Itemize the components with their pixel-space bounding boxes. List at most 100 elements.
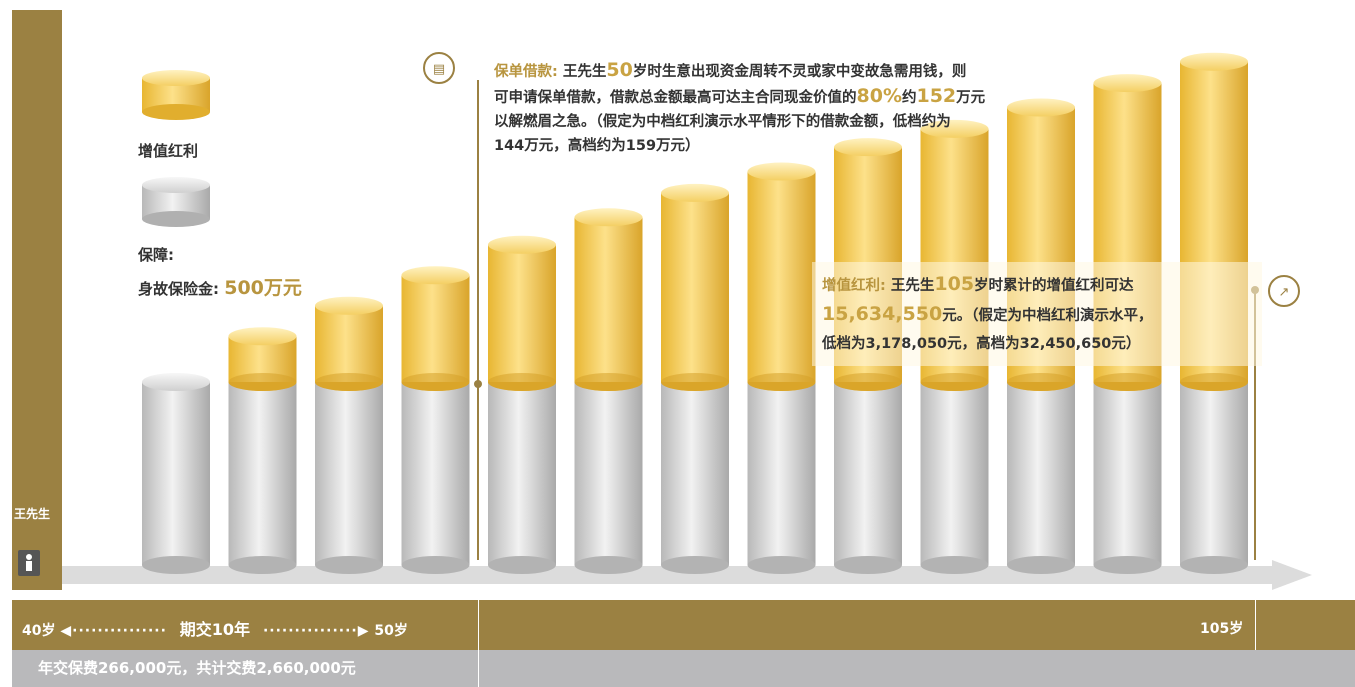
person-name: 王先生	[14, 507, 51, 521]
bonus-bar-joint	[1093, 373, 1162, 391]
bonus-bar-top	[488, 235, 556, 254]
bonus-note-sep: :	[880, 278, 886, 294]
bonus-bar-top	[315, 296, 383, 315]
protection-bar-bottom	[142, 556, 210, 574]
bonus-bar-top	[747, 162, 816, 181]
bonus-note-line1: 增值红利: 王先生105岁时累计的增值红利可达	[822, 270, 1252, 300]
left-gold-bar	[12, 10, 62, 590]
timeline-dots-left: ◀···············	[60, 623, 167, 639]
timeline-band	[12, 600, 1355, 650]
premium-band	[12, 650, 1355, 687]
bonus-bar-top	[920, 119, 989, 138]
bonus-bar-top	[574, 208, 643, 227]
bonus-note-amount: 15,634,550	[822, 303, 943, 325]
timeline-dots-right: ···············▶	[262, 623, 370, 639]
legend-grey-cylinder	[142, 177, 210, 227]
protection-bar	[661, 382, 729, 565]
protection-bar	[142, 382, 210, 565]
bonus-bar	[747, 171, 816, 382]
protection-bar	[401, 382, 470, 565]
bonus-bar-joint	[315, 373, 383, 391]
loan-note-line3: 以解燃眉之急。（假定为中档红利演示水平情形下的借款金额，低档约为	[494, 114, 951, 130]
bonus-bar-top	[834, 138, 902, 157]
legend-protection-label: 保障:	[138, 246, 174, 264]
loan-note-text2: 岁时生意出现资金周转不灵或家中变故急需用钱，则	[632, 64, 967, 80]
timeline-mid: 50岁	[374, 623, 408, 639]
bonus-bar	[488, 244, 556, 382]
bonus-note: 增值红利: 王先生105岁时累计的增值红利可达 15,634,550元。（假定为…	[812, 262, 1262, 366]
loan-note-line1: 保单借款: 王先生50岁时生意出现资金周转不灵或家中变故急需用钱，则	[494, 58, 1134, 84]
protection-bar	[315, 382, 383, 565]
protection-bar-bottom	[488, 556, 556, 574]
loan-note-line2a: 可申请保单借款，借款总金额最高可达主合同现金价值的	[494, 90, 857, 106]
protection-bar	[574, 382, 643, 565]
bonus-note-line2b: 元。（假定为中档红利演示水平，	[942, 308, 1153, 324]
bonus-bar-joint	[488, 373, 556, 391]
loan-marker-dot	[474, 380, 482, 388]
bonus-note-title: 增值红利	[822, 278, 880, 294]
protection-bar-bottom	[574, 556, 643, 574]
loan-note-age: 50	[606, 59, 633, 81]
money-icon: ▤	[423, 52, 455, 84]
bonus-bar-top	[661, 183, 729, 202]
bonus-bar-top	[1180, 52, 1248, 71]
bonus-bar-joint	[228, 373, 297, 391]
protection-bar-top	[142, 373, 210, 391]
bonus-note-age: 105	[934, 273, 975, 295]
legend-bonus-label: 增值红利	[138, 142, 199, 160]
protection-bar	[1093, 382, 1162, 565]
protection-bar	[488, 382, 556, 565]
legend-gold-cylinder	[142, 70, 210, 120]
bonus-bar-joint	[920, 373, 989, 391]
band-divider-50	[478, 600, 479, 687]
band-divider-105	[1255, 600, 1256, 650]
loan-note-sep: :	[552, 64, 558, 80]
growth-chart-icon: ↗	[1268, 275, 1300, 307]
loan-note-line2: 可申请保单借款，借款总金额最高可达主合同现金价值的80%约152万元	[494, 84, 1134, 110]
bonus-bar-top	[1007, 98, 1075, 117]
protection-bar	[747, 382, 816, 565]
protection-bar-bottom	[228, 556, 297, 574]
protection-bar-bottom	[920, 556, 989, 574]
protection-bar-bottom	[1180, 556, 1248, 574]
protection-bar-bottom	[401, 556, 470, 574]
bonus-bar	[574, 217, 643, 382]
bonus-marker-line	[1254, 292, 1256, 560]
timeline-start: 40岁	[22, 623, 56, 639]
person-icon	[18, 550, 40, 576]
loan-note-title: 保单借款	[494, 64, 552, 80]
timeline-end: 105岁	[1200, 621, 1244, 637]
bonus-bar-joint	[401, 373, 470, 391]
protection-bar	[920, 382, 989, 565]
loan-note: 保单借款: 王先生50岁时生意出现资金周转不灵或家中变故急需用钱，则 可申请保单…	[494, 58, 1134, 158]
bonus-bar-top	[228, 327, 297, 346]
death-benefit-value: 500万元	[224, 277, 302, 299]
bonus-bar	[401, 275, 470, 382]
bonus-bar-joint	[834, 373, 902, 391]
bonus-bar-joint	[1007, 373, 1075, 391]
protection-bar	[834, 382, 902, 565]
bonus-bar	[661, 192, 729, 382]
protection-bar-bottom	[1093, 556, 1162, 574]
loan-note-line2b: 约	[901, 90, 917, 106]
bonus-note-line2: 15,634,550元。（假定为中档红利演示水平，	[822, 300, 1252, 330]
protection-bar-bottom	[747, 556, 816, 574]
bonus-bar-joint	[661, 373, 729, 391]
loan-note-text1: 王先生	[562, 64, 607, 80]
bonus-bar-joint	[574, 373, 643, 391]
legend-death-benefit: 身故保险金: 500万元	[138, 273, 302, 300]
protection-bar-bottom	[1007, 556, 1075, 574]
loan-note-pct: 80%	[856, 85, 902, 107]
protection-bar	[1180, 382, 1248, 565]
loan-note-line2c: 万元	[956, 90, 986, 106]
protection-bar-bottom	[315, 556, 383, 574]
bonus-bar-top	[1093, 74, 1162, 93]
protection-bar-bottom	[834, 556, 902, 574]
protection-bar-bottom	[661, 556, 729, 574]
loan-note-amount: 152	[916, 85, 957, 107]
bonus-note-text1: 王先生	[890, 278, 935, 294]
bonus-bar-top	[401, 266, 470, 285]
protection-bar	[1007, 382, 1075, 565]
loan-marker-line	[477, 80, 479, 560]
premium-text: 年交保费266,000元，共计交费2,660,000元	[38, 659, 356, 677]
